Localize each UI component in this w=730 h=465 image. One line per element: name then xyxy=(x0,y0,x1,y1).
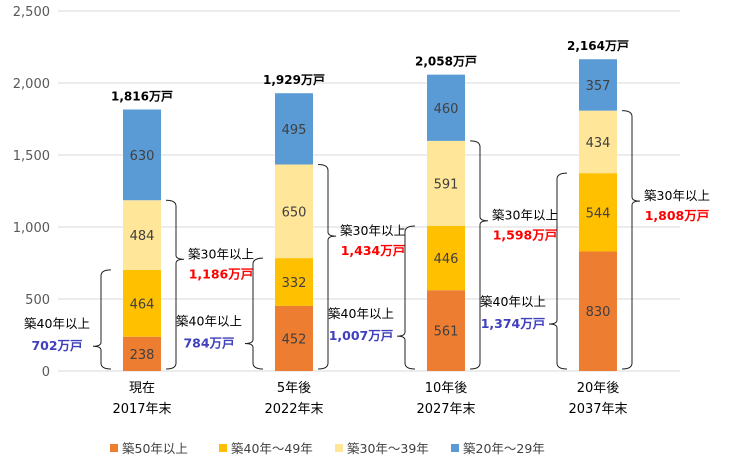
x-tick-label: 2037年末 xyxy=(568,402,627,417)
over40-label: 築40年以上 xyxy=(24,316,90,331)
over30-label: 築30年以上 xyxy=(492,208,558,223)
bar-segment xyxy=(427,140,465,226)
over40-value: 702万戸 xyxy=(31,338,82,353)
bracket-over30 xyxy=(621,110,641,370)
legend-swatch xyxy=(335,444,343,452)
legend-label: 築40年～49年 xyxy=(231,441,313,456)
data-label: 591 xyxy=(434,177,459,192)
bar-segment xyxy=(427,290,465,371)
data-label: 446 xyxy=(434,252,459,267)
bar-segment xyxy=(579,59,617,111)
bar-segment xyxy=(275,258,313,306)
data-label: 630 xyxy=(130,149,155,164)
over40-label: 築40年以上 xyxy=(328,306,394,321)
x-tick-label: 現在 xyxy=(129,381,155,396)
x-tick-label: 10年後 xyxy=(425,381,468,396)
bracket-over40 xyxy=(548,172,568,370)
total-label: 2,058万戸 xyxy=(415,55,477,69)
data-label: 452 xyxy=(282,332,307,347)
over30-label: 築30年以上 xyxy=(644,188,710,203)
y-tick-label: 2,500 xyxy=(13,5,50,20)
total-label: 1,929万戸 xyxy=(263,73,325,87)
y-tick-label: 1,000 xyxy=(13,221,50,236)
bracket-over30 xyxy=(469,140,489,370)
bracket-over40 xyxy=(396,225,416,370)
legend-swatch xyxy=(219,444,227,452)
bar-segment xyxy=(579,110,617,174)
total-label: 2,164万戸 xyxy=(567,39,629,53)
bracket-over30 xyxy=(317,164,337,370)
data-label: 830 xyxy=(586,305,611,320)
bar-segment xyxy=(579,251,617,371)
data-label: 460 xyxy=(434,102,459,117)
over30-label: 築30年以上 xyxy=(188,246,254,261)
bracket-over40 xyxy=(244,257,264,370)
data-label: 650 xyxy=(282,205,307,220)
legend-label: 築50年以上 xyxy=(122,441,188,456)
data-label: 484 xyxy=(130,229,155,244)
bracket-over30 xyxy=(165,199,185,370)
over30-value: 1,808万戸 xyxy=(645,208,710,223)
data-label: 332 xyxy=(282,276,307,291)
bar-segment xyxy=(427,225,465,291)
data-label: 561 xyxy=(434,325,459,340)
over40-value: 1,007万戸 xyxy=(329,328,394,343)
x-tick-label: 2017年末 xyxy=(112,402,171,417)
y-tick-label: 2,000 xyxy=(13,77,50,92)
legend-swatch xyxy=(451,444,459,452)
over40-label: 築40年以上 xyxy=(480,294,546,309)
bracket-over40 xyxy=(92,269,112,370)
bar-segment xyxy=(123,109,161,201)
data-label: 357 xyxy=(586,79,611,94)
data-label: 464 xyxy=(130,297,155,312)
data-label: 238 xyxy=(130,348,155,363)
over30-value: 1,434万戸 xyxy=(341,243,406,258)
bar-segment xyxy=(275,164,313,259)
over30-value: 1,186万戸 xyxy=(189,266,254,281)
bar-segment xyxy=(427,74,465,141)
x-tick-label: 2022年末 xyxy=(264,402,323,417)
over40-value: 1,374万戸 xyxy=(481,316,546,331)
x-tick-label: 2027年末 xyxy=(416,402,475,417)
over30-label: 築30年以上 xyxy=(340,223,406,238)
bar-segment xyxy=(123,336,161,371)
bar-segment xyxy=(123,269,161,337)
bar-segment xyxy=(579,173,617,252)
y-tick-label: 1,500 xyxy=(13,149,50,164)
x-tick-label: 20年後 xyxy=(577,381,620,396)
over40-label: 築40年以上 xyxy=(176,313,242,328)
data-label: 434 xyxy=(586,136,611,151)
data-label: 495 xyxy=(282,123,307,138)
over30-value: 1,598万戸 xyxy=(493,228,558,243)
over40-value: 784万戸 xyxy=(183,335,234,350)
y-tick-label: 500 xyxy=(25,293,50,308)
y-tick-label: 0 xyxy=(42,365,50,380)
x-tick-label: 5年後 xyxy=(277,381,311,396)
legend-label: 築20年～29年 xyxy=(463,441,545,456)
data-label: 544 xyxy=(586,206,611,221)
legend-swatch xyxy=(110,444,118,452)
bar-segment xyxy=(123,200,161,270)
bar-segment xyxy=(275,93,313,165)
bar-segment xyxy=(275,305,313,371)
legend-label: 築30年～39年 xyxy=(347,441,429,456)
total-label: 1,816万戸 xyxy=(111,89,173,103)
